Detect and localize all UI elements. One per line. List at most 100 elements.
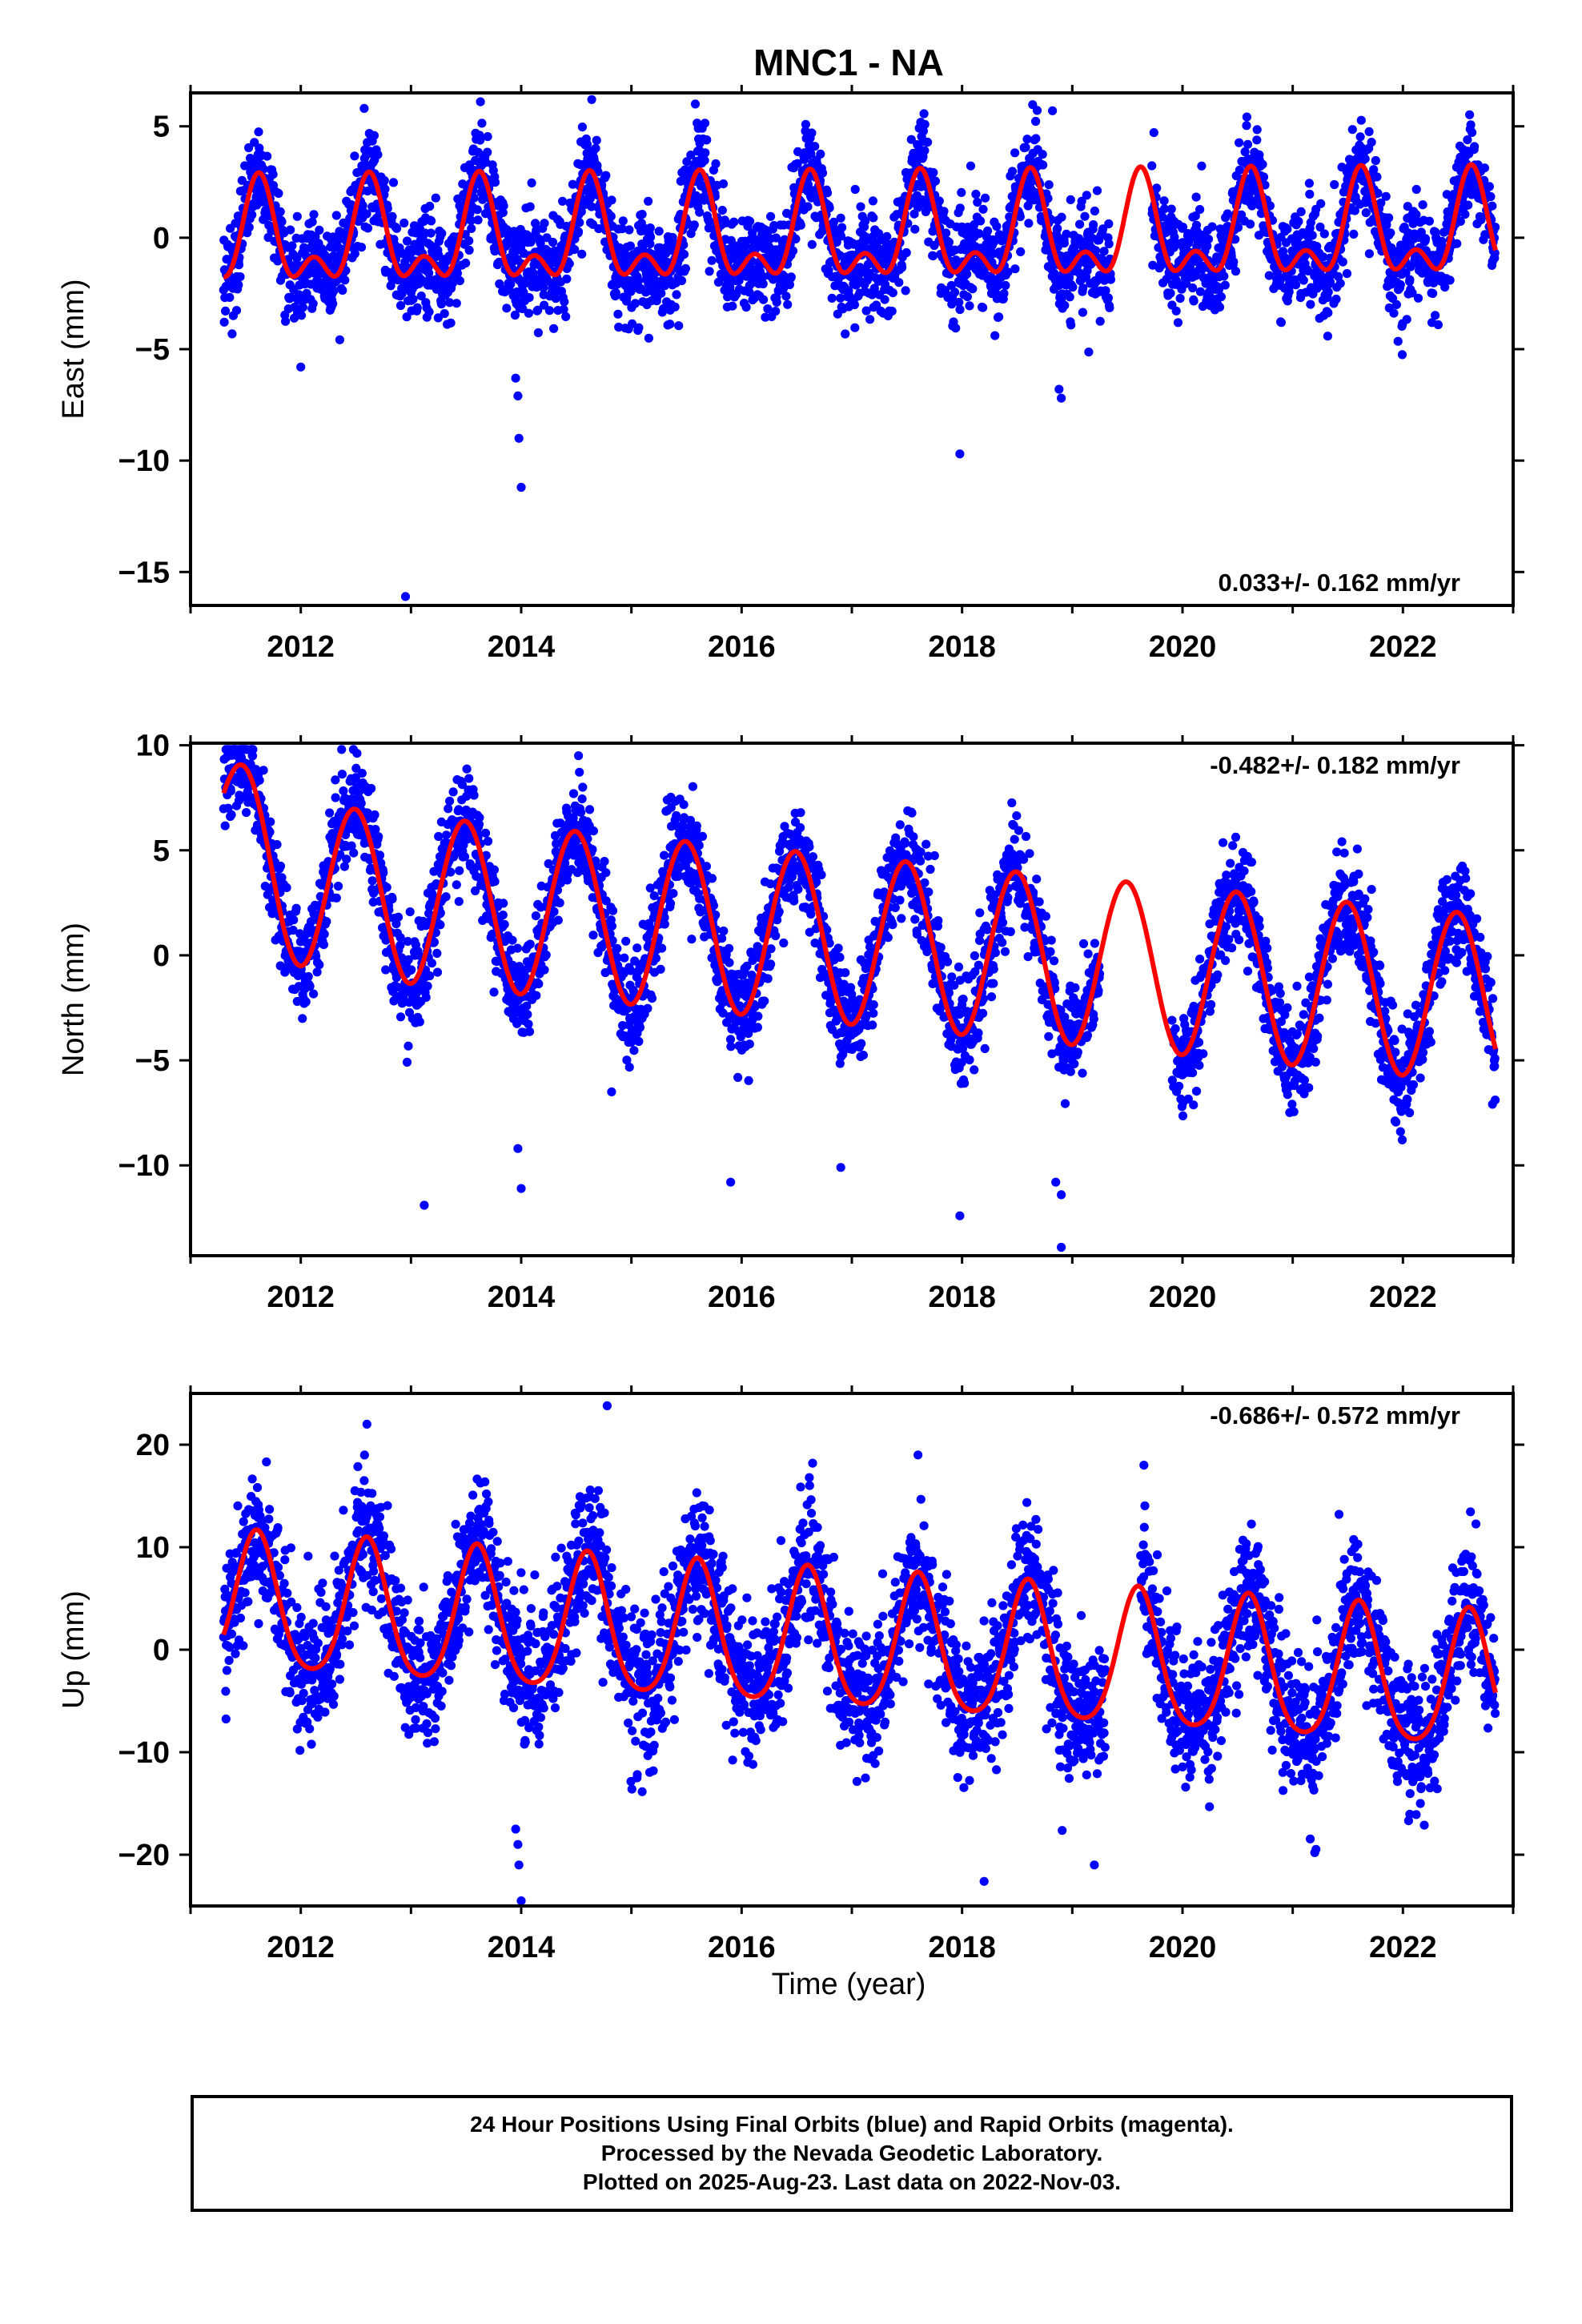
data-point [783,300,793,309]
data-point [613,309,623,319]
data-point [701,148,710,158]
data-point [231,306,242,316]
data-point [1431,311,1440,320]
data-point [1007,167,1018,176]
data-point [1296,207,1306,216]
data-point [591,143,600,153]
data-point [950,287,960,297]
data-point [319,940,328,950]
data-point [1319,229,1329,239]
data-point [705,216,714,227]
data-point [244,223,254,232]
data-point [331,775,340,785]
data-point [524,308,534,318]
data-point [1452,239,1462,248]
data-point [705,267,714,276]
data-point [568,179,578,189]
data-point [608,906,618,915]
outlier-point [1054,384,1064,394]
data-point [674,321,684,331]
data-point [281,316,291,326]
data-point [382,883,391,892]
data-point [289,915,299,925]
data-point [1032,106,1042,115]
data-point [533,328,544,338]
data-point [329,286,339,296]
data-point [502,225,512,235]
data-point [695,207,705,217]
data-point [1053,223,1062,233]
outlier-point [513,391,523,400]
data-point [801,119,811,129]
data-point [1189,296,1199,306]
data-point [717,206,727,215]
data-point [827,293,837,303]
data-point [1460,210,1470,219]
data-point [810,142,820,151]
data-point [502,304,512,313]
data-point [282,883,291,892]
data-point [592,135,601,145]
data-point [370,810,379,820]
data-point [920,119,930,129]
data-point [1038,150,1047,159]
data-point [1411,184,1421,195]
data-point [1402,315,1411,324]
data-point [759,295,769,304]
data-point [1386,228,1395,238]
data-point [338,285,347,296]
data-point [880,295,889,304]
data-point [850,184,860,195]
data-point [1355,132,1365,142]
data-point [254,127,263,137]
y-tick-label: 0 [153,222,170,255]
data-point [433,313,443,323]
data-point [660,850,669,860]
data-point [266,817,275,826]
data-point [483,147,492,157]
data-point [618,216,628,226]
data-point [612,943,622,953]
data-point [836,213,845,223]
data-point [461,258,471,268]
data-point [644,333,654,343]
data-point [888,288,897,298]
data-point [359,103,369,113]
data-point [577,123,588,132]
data-point [901,247,911,258]
data-point [600,857,609,866]
data-point [670,302,680,312]
data-point [307,217,317,227]
data-point [1105,303,1114,312]
data-point [350,249,359,259]
data-point [440,309,449,319]
data-point [504,232,514,242]
data-point [1393,336,1403,346]
data-point [357,769,367,778]
data-point [807,128,817,138]
data-point [679,800,689,810]
data-point [1356,115,1366,125]
data-point [807,239,817,249]
data-point [869,283,879,293]
data-point [1323,332,1332,341]
data-point [277,217,287,227]
data-point [1367,138,1376,147]
data-point [483,132,492,142]
data-point [930,176,940,186]
data-point [380,184,390,194]
data-point [772,297,781,307]
data-point [331,793,340,802]
y-axis-label-east: East (mm) [57,279,90,419]
data-point [539,283,548,292]
data-point [700,155,709,165]
data-point [268,170,278,179]
data-point [577,794,587,804]
data-point [536,239,545,248]
data-point [309,210,319,219]
data-point [427,959,437,968]
data-point [227,810,236,820]
data-point [1411,210,1421,219]
data-point [498,207,508,217]
data-point [460,852,470,862]
